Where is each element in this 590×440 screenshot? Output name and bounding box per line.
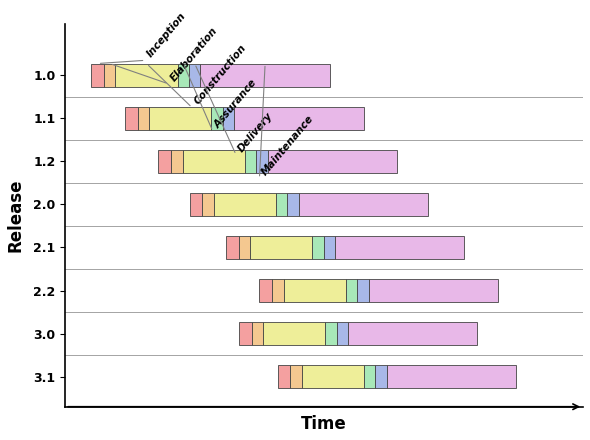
- Bar: [284, 279, 346, 302]
- Text: Elaboration: Elaboration: [169, 25, 219, 83]
- Bar: [172, 150, 183, 173]
- Bar: [125, 106, 137, 130]
- Bar: [252, 322, 263, 345]
- X-axis label: Time: Time: [301, 415, 347, 433]
- Bar: [346, 279, 358, 302]
- Bar: [369, 279, 498, 302]
- Bar: [358, 279, 369, 302]
- Bar: [302, 365, 364, 389]
- Bar: [116, 63, 178, 87]
- Text: Assurance: Assurance: [213, 78, 259, 130]
- Bar: [189, 193, 202, 216]
- Bar: [277, 365, 290, 389]
- Bar: [245, 150, 256, 173]
- Bar: [260, 279, 273, 302]
- Bar: [159, 150, 172, 173]
- Bar: [226, 236, 239, 259]
- Text: Maintenance: Maintenance: [260, 114, 316, 178]
- Bar: [335, 236, 464, 259]
- Bar: [312, 236, 324, 259]
- Bar: [250, 236, 312, 259]
- Bar: [214, 193, 276, 216]
- Bar: [137, 106, 149, 130]
- Bar: [348, 322, 477, 345]
- Bar: [202, 193, 214, 216]
- Bar: [91, 63, 104, 87]
- Bar: [149, 106, 211, 130]
- Bar: [268, 150, 397, 173]
- Y-axis label: Release: Release: [7, 179, 25, 252]
- Bar: [387, 365, 516, 389]
- Bar: [211, 106, 222, 130]
- Bar: [276, 193, 287, 216]
- Bar: [336, 322, 348, 345]
- Bar: [239, 236, 250, 259]
- Bar: [183, 150, 245, 173]
- Bar: [234, 106, 363, 130]
- Text: Delivery: Delivery: [236, 111, 275, 154]
- Bar: [256, 150, 268, 173]
- Bar: [189, 63, 201, 87]
- Bar: [273, 279, 284, 302]
- Bar: [324, 236, 335, 259]
- Text: Construction: Construction: [192, 43, 248, 107]
- Bar: [287, 193, 299, 216]
- Bar: [325, 322, 336, 345]
- Bar: [263, 322, 325, 345]
- Bar: [104, 63, 116, 87]
- Bar: [222, 106, 234, 130]
- Bar: [239, 322, 252, 345]
- Bar: [375, 365, 387, 389]
- Bar: [178, 63, 189, 87]
- Bar: [364, 365, 375, 389]
- Bar: [201, 63, 330, 87]
- Text: Inception: Inception: [146, 11, 188, 59]
- Bar: [290, 365, 302, 389]
- Bar: [299, 193, 428, 216]
